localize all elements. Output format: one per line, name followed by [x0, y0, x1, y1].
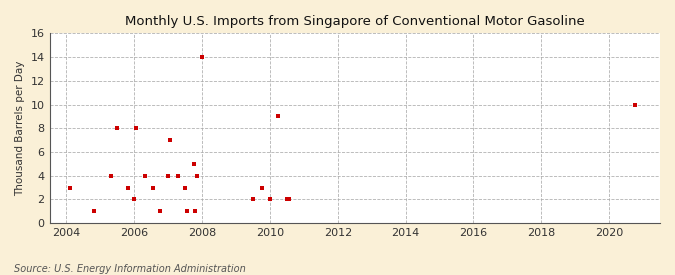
Point — [112, 126, 123, 130]
Point — [155, 209, 165, 213]
Point — [281, 197, 292, 202]
Point — [256, 185, 267, 190]
Point — [88, 209, 99, 213]
Title: Monthly U.S. Imports from Singapore of Conventional Motor Gasoline: Monthly U.S. Imports from Singapore of C… — [125, 15, 585, 28]
Point — [273, 114, 284, 119]
Point — [165, 138, 176, 142]
Point — [190, 209, 200, 213]
Text: Source: U.S. Energy Information Administration: Source: U.S. Energy Information Administ… — [14, 264, 245, 274]
Point — [131, 126, 142, 130]
Point — [629, 102, 640, 107]
Point — [129, 197, 140, 202]
Point — [180, 185, 190, 190]
Point — [65, 185, 76, 190]
Point — [182, 209, 192, 213]
Point — [122, 185, 133, 190]
Point — [173, 174, 184, 178]
Point — [139, 174, 150, 178]
Point — [105, 174, 116, 178]
Point — [188, 162, 199, 166]
Point — [248, 197, 259, 202]
Y-axis label: Thousand Barrels per Day: Thousand Barrels per Day — [15, 60, 25, 196]
Point — [196, 55, 207, 59]
Point — [148, 185, 159, 190]
Point — [192, 174, 202, 178]
Point — [163, 174, 173, 178]
Point — [265, 197, 275, 202]
Point — [284, 197, 294, 202]
